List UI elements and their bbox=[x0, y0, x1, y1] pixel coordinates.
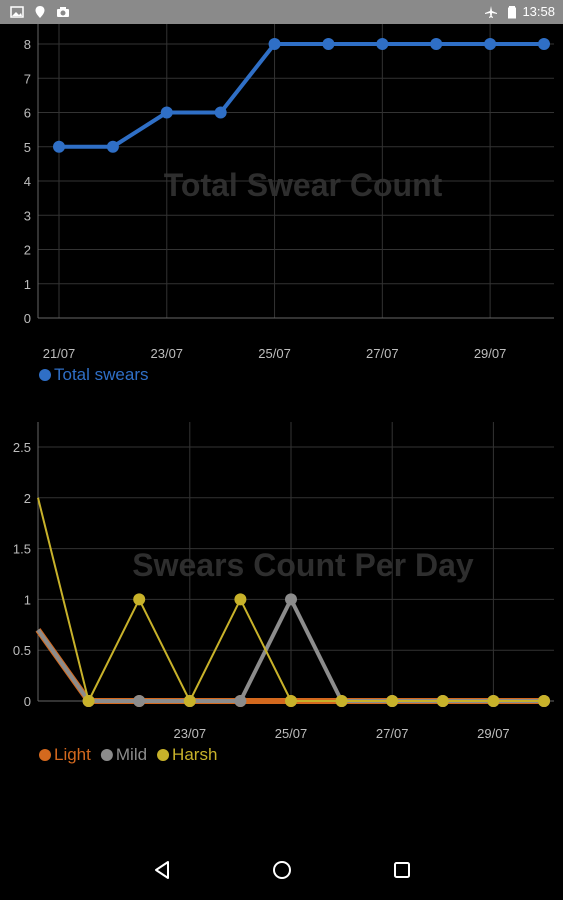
y-tick-label: 1 bbox=[24, 592, 31, 607]
data-point-total-swears bbox=[268, 38, 281, 50]
data-point-harsh bbox=[285, 695, 297, 707]
x-tick-label: 25/07 bbox=[258, 346, 291, 361]
x-tick-label: 23/07 bbox=[174, 726, 207, 741]
recents-icon[interactable] bbox=[388, 856, 416, 884]
data-point-harsh bbox=[335, 695, 348, 707]
data-point-total-swears bbox=[106, 140, 119, 153]
data-point-total-swears bbox=[214, 106, 227, 119]
back-icon[interactable] bbox=[148, 856, 176, 884]
data-point-total-swears bbox=[484, 38, 497, 50]
total-swear-count-chart: Total Swear Count 0 1 2 3 4 5 6 7 8 21/07 23/07 25/0… bbox=[24, 24, 554, 384]
data-point-total-swears bbox=[160, 106, 173, 119]
data-point-total-swears bbox=[538, 38, 550, 50]
y-tick-label: 4 bbox=[24, 174, 31, 189]
status-bar: 13:58 bbox=[0, 0, 563, 24]
y-tick-label: 2 bbox=[24, 243, 31, 258]
legend-marker-harsh bbox=[157, 749, 170, 761]
x-tick-label: 23/07 bbox=[151, 346, 184, 361]
data-point-total-swears bbox=[376, 38, 389, 50]
x-tick-label: 27/07 bbox=[366, 346, 399, 361]
data-point-mild bbox=[133, 695, 146, 707]
y-tick-label: 1.5 bbox=[13, 542, 31, 557]
data-point-total-swears bbox=[322, 38, 335, 50]
y-tick-label: 0 bbox=[24, 694, 31, 709]
home-icon[interactable] bbox=[268, 856, 296, 884]
image-icon bbox=[10, 6, 24, 18]
x-tick-label: 21/07 bbox=[43, 346, 76, 361]
data-point-total-swears bbox=[430, 38, 443, 50]
data-point-total-swears bbox=[53, 140, 65, 153]
data-point-harsh bbox=[133, 593, 146, 606]
x-tick-label: 29/07 bbox=[474, 346, 507, 361]
x-tick-label: 25/07 bbox=[275, 726, 308, 741]
series-line-total-swears bbox=[59, 42, 544, 149]
legend-marker-total-swears bbox=[39, 369, 51, 381]
y-tick-label: 2 bbox=[24, 491, 31, 506]
chart-watermark-title: Swears Count Per Day bbox=[132, 547, 474, 583]
location-pin-icon bbox=[35, 6, 45, 18]
y-tick-label: 2.5 bbox=[13, 440, 31, 455]
battery-icon bbox=[508, 6, 516, 19]
chart-watermark-title: Total Swear Count bbox=[164, 167, 443, 203]
data-point-mild bbox=[285, 593, 297, 606]
data-point-harsh bbox=[82, 695, 95, 707]
y-tick-label: 0.5 bbox=[13, 643, 31, 658]
data-point-mild bbox=[234, 695, 247, 707]
y-tick-label: 8 bbox=[24, 37, 31, 52]
legend-marker-mild bbox=[100, 749, 113, 761]
data-point-harsh bbox=[234, 593, 247, 606]
camera-icon bbox=[57, 7, 69, 17]
legend-marker-light bbox=[39, 749, 51, 761]
legend-label-light: Light bbox=[54, 745, 91, 764]
y-tick-label: 3 bbox=[24, 208, 31, 223]
data-point-harsh bbox=[487, 695, 500, 707]
y-tick-label: 6 bbox=[24, 106, 31, 121]
data-point-harsh bbox=[386, 695, 399, 707]
data-point-harsh bbox=[538, 695, 550, 707]
y-tick-label: 1 bbox=[24, 277, 31, 292]
x-tick-label: 27/07 bbox=[376, 726, 409, 741]
data-point-harsh bbox=[183, 695, 196, 707]
y-tick-label: 7 bbox=[24, 71, 31, 86]
legend-label-mild: Mild bbox=[116, 745, 147, 764]
x-tick-label: 29/07 bbox=[477, 726, 510, 741]
airplane-mode-icon bbox=[485, 6, 497, 18]
data-point-harsh bbox=[436, 695, 449, 707]
clock: 13:58 bbox=[522, 4, 555, 19]
navigation-bar bbox=[0, 840, 563, 900]
legend-label-total-swears: Total swears bbox=[54, 365, 148, 384]
legend-label-harsh: Harsh bbox=[172, 745, 217, 764]
y-tick-label: 0 bbox=[24, 311, 31, 326]
y-tick-label: 5 bbox=[24, 140, 31, 155]
swears-count-per-day-chart: Swears Count Per Day 0 0.5 1 1.5 2 2.5 23/07 25/… bbox=[13, 422, 554, 764]
